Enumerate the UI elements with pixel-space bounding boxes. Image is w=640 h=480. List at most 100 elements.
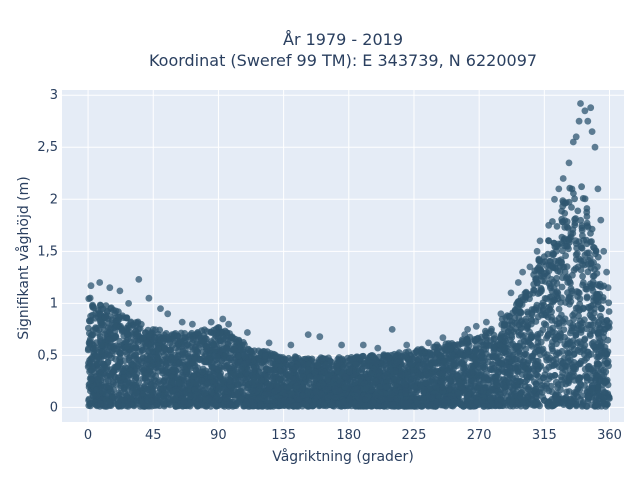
scatter-point bbox=[545, 280, 553, 288]
scatter-point bbox=[134, 360, 142, 368]
scatter-point bbox=[583, 240, 591, 248]
scatter-point bbox=[186, 393, 194, 400]
scatter-point bbox=[530, 387, 537, 394]
scatter-point bbox=[564, 349, 572, 357]
scatter-point bbox=[120, 385, 128, 393]
scatter-point bbox=[572, 304, 580, 312]
scatter-point bbox=[546, 306, 554, 313]
scatter-point bbox=[465, 341, 473, 349]
scatter-point bbox=[217, 372, 224, 380]
scatter-point bbox=[538, 389, 546, 396]
scatter-point bbox=[578, 183, 585, 191]
scatter-point bbox=[228, 333, 236, 341]
scatter-point bbox=[511, 314, 519, 322]
scatter-point bbox=[533, 394, 540, 401]
scatter-point bbox=[201, 389, 209, 397]
scatter-point bbox=[605, 394, 613, 401]
scatter-point bbox=[506, 336, 514, 344]
scatter-point bbox=[540, 301, 548, 309]
scatter-point bbox=[516, 356, 524, 363]
scatter-point bbox=[424, 400, 432, 408]
scatter-point bbox=[262, 352, 269, 360]
scatter-point bbox=[112, 322, 120, 330]
scatter-point bbox=[219, 345, 227, 353]
scatter-point bbox=[86, 368, 93, 376]
scatter-point bbox=[528, 331, 535, 339]
scatter-point bbox=[94, 307, 102, 314]
scatter-point bbox=[569, 363, 577, 371]
scatter-point bbox=[202, 343, 210, 350]
scatter-point bbox=[271, 370, 279, 377]
scatter-point bbox=[89, 345, 97, 353]
scatter-point bbox=[214, 335, 222, 342]
scatter-point bbox=[497, 391, 504, 398]
scatter-point bbox=[554, 384, 561, 392]
scatter-point bbox=[398, 399, 406, 407]
scatter-point bbox=[605, 319, 613, 327]
scatter-point bbox=[133, 370, 141, 378]
scatter-point bbox=[475, 377, 483, 384]
scatter-point bbox=[542, 262, 550, 270]
scatter-point bbox=[560, 326, 568, 333]
scatter-point bbox=[389, 401, 397, 408]
scatter-point bbox=[558, 347, 566, 355]
scatter-point bbox=[505, 355, 512, 362]
scatter-point bbox=[215, 384, 223, 392]
scatter-point bbox=[595, 293, 602, 301]
scatter-point bbox=[459, 360, 466, 367]
scatter-point bbox=[101, 330, 109, 338]
scatter-point bbox=[179, 347, 187, 355]
scatter-point bbox=[165, 353, 173, 361]
scatter-point bbox=[222, 350, 230, 358]
scatter-point bbox=[115, 374, 122, 382]
scatter-point bbox=[468, 369, 476, 376]
scatter-point bbox=[173, 373, 181, 381]
scatter-point bbox=[166, 346, 174, 354]
scatter-point bbox=[342, 373, 350, 381]
scatter-point bbox=[453, 372, 461, 380]
scatter-point bbox=[581, 382, 588, 389]
scatter-point bbox=[147, 342, 154, 350]
scatter-point bbox=[179, 358, 187, 366]
scatter-point bbox=[605, 308, 613, 315]
scatter-point bbox=[571, 195, 578, 203]
scatter-point bbox=[583, 205, 591, 212]
scatter-point bbox=[124, 343, 131, 350]
scatter-point bbox=[186, 399, 194, 407]
scatter-point bbox=[306, 373, 314, 381]
scatter-point bbox=[581, 336, 588, 344]
scatter-point bbox=[536, 307, 543, 315]
scatter-point bbox=[263, 373, 271, 380]
scatter-point bbox=[101, 314, 109, 322]
scatter-point bbox=[548, 317, 556, 324]
scatter-point bbox=[511, 365, 519, 372]
scatter-point bbox=[85, 402, 93, 409]
scatter-point bbox=[579, 272, 586, 280]
scatter-point bbox=[106, 352, 113, 359]
scatter-point bbox=[597, 305, 605, 313]
scatter-point bbox=[162, 330, 170, 337]
scatter-point bbox=[551, 243, 559, 251]
scatter-point bbox=[375, 402, 382, 409]
scatter-point bbox=[602, 325, 609, 333]
scatter-point bbox=[569, 321, 577, 329]
scatter-point bbox=[564, 279, 572, 286]
scatter-point bbox=[447, 378, 455, 385]
scatter-point bbox=[583, 213, 591, 220]
scatter-point bbox=[280, 397, 288, 405]
scatter-point bbox=[601, 389, 608, 396]
scatter-point bbox=[543, 356, 551, 364]
scatter-point bbox=[553, 223, 561, 230]
scatter-point bbox=[133, 331, 141, 339]
scatter-point bbox=[285, 372, 292, 380]
scatter-point bbox=[561, 223, 569, 231]
scatter-point bbox=[122, 364, 129, 371]
scatter-point bbox=[572, 329, 580, 337]
scatter-point bbox=[443, 346, 450, 354]
scatter-point bbox=[361, 396, 369, 404]
scatter-point bbox=[122, 314, 130, 322]
scatter-point bbox=[226, 401, 234, 409]
scatter-point bbox=[558, 233, 566, 241]
scatter-point bbox=[583, 402, 591, 410]
